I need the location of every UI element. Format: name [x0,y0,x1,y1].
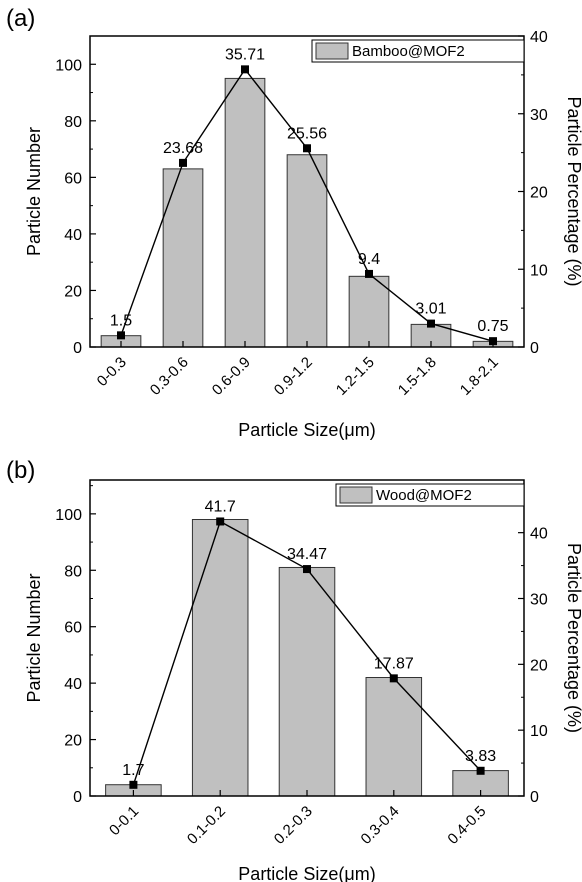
data-label: 1.5 [110,312,132,329]
y-tick-label: 80 [64,114,82,131]
percentage-point [303,565,311,574]
percentage-point [427,319,435,328]
y2-tick-label: 10 [530,262,548,279]
y2-tick-label: 20 [530,185,548,202]
y2-tick-label: 40 [530,29,548,46]
percentage-point [365,269,373,278]
legend-swatch [339,486,373,504]
legend: Wood@MOF2 [335,483,525,507]
y2-tick-label: 0 [530,340,539,357]
percentage-point [389,674,398,683]
data-label: 9.4 [358,251,380,268]
y2-tick-label: 0 [530,789,539,806]
data-label: 1.7 [122,762,144,779]
y-tick-label: 40 [64,676,82,693]
percentage-point [476,766,485,775]
y-tick-label: 60 [64,620,82,637]
chart-panel-b: (b) 0 20 40 60 80 100 0 10 20 30 40 0-0.1 0.1-0.2 0.2-… [6,457,582,882]
percentage-point [179,158,187,167]
bar-1.2-1.5 [348,275,390,348]
y-tick-label: 0 [73,340,82,357]
bar-0.3-0.6 [162,168,204,348]
y-tick-label: 80 [64,563,82,580]
x-category-label: 0.3-0.6 [147,354,192,399]
bar-0.2-0.3 [278,566,336,797]
data-label: 0.75 [477,318,508,335]
y-tick-label: 0 [73,789,82,806]
y2-tick-label: 30 [530,107,548,124]
y-axis-title: Particle Number [24,573,44,702]
y-axis-title: Particle Number [24,127,44,256]
x-axis-title: Particle Size(μm) [238,420,375,440]
y2-axis-title: Particle Percentage (%) [564,543,582,733]
percentage-point [117,331,125,340]
percentage-point [303,144,311,153]
data-label: 23.68 [163,140,203,157]
legend-label: Wood@MOF2 [376,487,472,504]
percentage-point [129,780,138,789]
bar-0.1-0.2 [191,519,249,797]
legend: Bamboo@MOF2 [311,39,525,63]
y2-tick-label: 40 [530,526,548,543]
legend-swatch [315,42,349,60]
percentage-point [489,337,497,346]
x-axis-title: Particle Size(μm) [238,864,375,882]
legend-box [311,39,525,63]
y-tick-label: 20 [64,733,82,750]
y-tick-label: 100 [55,57,82,74]
percentage-point [216,517,225,526]
data-label: 35.71 [225,46,265,63]
percentage-point [241,65,249,74]
bar-0.9-1.2 [286,154,328,348]
y-tick-label: 40 [64,227,82,244]
x-category-label: 0.9-1.2 [271,354,316,399]
y2-tick-label: 10 [530,723,548,740]
y-tick-label: 20 [64,283,82,300]
y2-axis-title: Particle Percentage (%) [564,96,582,286]
data-label: 17.87 [374,655,414,672]
data-label: 41.7 [205,498,236,515]
y2-tick-label: 20 [530,657,548,674]
x-category-label: 0-0.3 [94,354,130,390]
x-category-label: 1.8-2.1 [457,354,502,399]
legend-box [335,483,525,507]
y-tick-label: 60 [64,170,82,187]
y-tick-label: 100 [55,507,82,524]
x-category-label: 0.6-0.9 [209,354,254,399]
x-category-label: 1.2-1.5 [333,354,378,399]
data-label: 3.01 [415,301,446,318]
x-category-label: 1.5-1.8 [395,354,440,399]
data-label: 25.56 [287,125,327,142]
data-label: 34.47 [287,546,327,563]
bar-0.3-0.4 [365,677,423,797]
panel-label: (a) [6,5,35,32]
panel-label: (b) [6,457,35,484]
x-category-label: 0.4-0.5 [444,803,489,848]
bar-0.6-0.9 [224,77,266,348]
x-category-label: 0.1-0.2 [184,803,229,848]
x-category-label: 0-0.1 [106,803,142,839]
data-label: 3.83 [465,748,496,765]
chart-panel-a: (a) 0 20 40 60 80 100 0 10 20 30 40 0-0.3 0.3-0.6 0.6-… [6,5,582,440]
x-category-label: 0.3-0.4 [358,803,403,848]
x-category-label: 0.2-0.3 [271,803,316,848]
y2-tick-label: 30 [530,592,548,609]
legend-label: Bamboo@MOF2 [352,43,465,60]
